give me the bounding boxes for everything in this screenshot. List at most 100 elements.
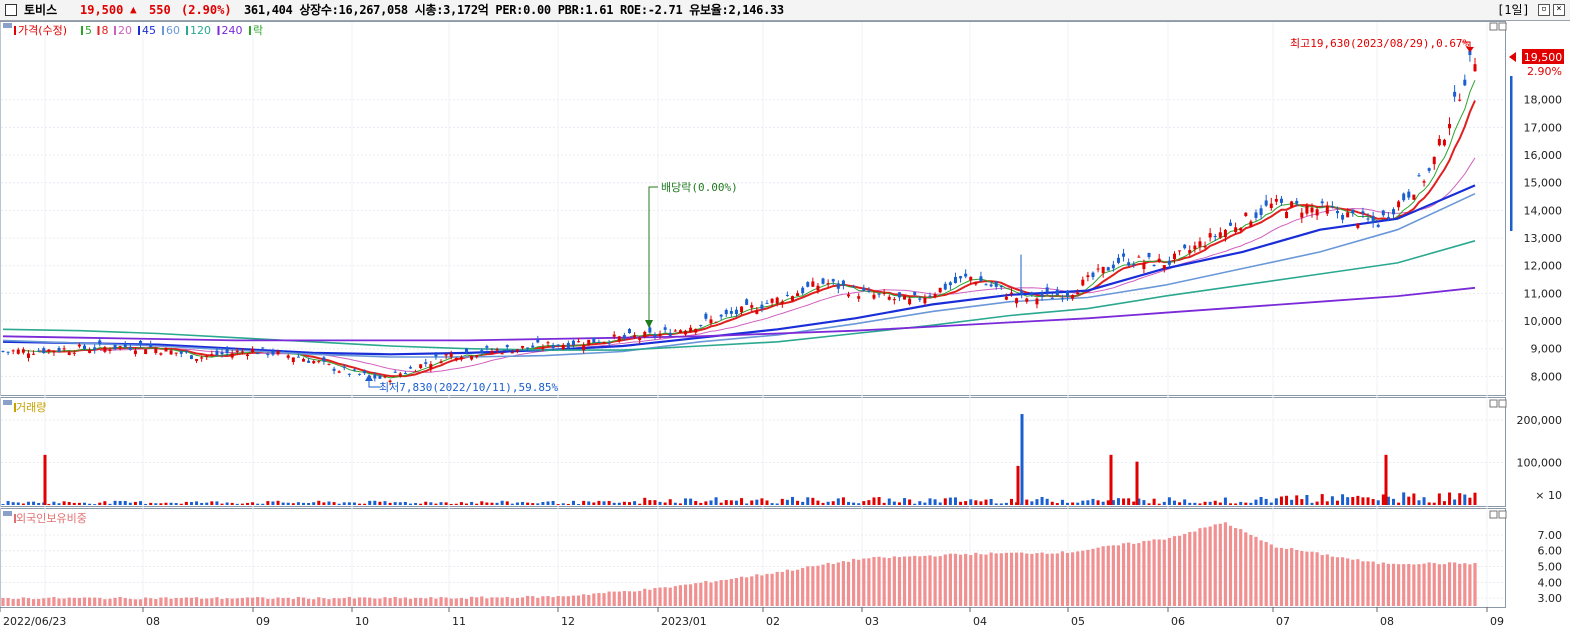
candle-body	[1086, 275, 1090, 278]
foreign-bar	[897, 557, 902, 606]
foreign-bar	[785, 569, 789, 606]
volume-bar	[1320, 494, 1324, 505]
volume-bar	[1269, 502, 1273, 505]
foreign-bar	[245, 597, 250, 606]
candle-body	[490, 351, 494, 354]
candle-body	[627, 328, 631, 334]
volume-spike-bar	[1384, 454, 1388, 505]
foreign-bar	[210, 598, 214, 606]
candle-body	[785, 294, 789, 296]
foreign-bar	[984, 554, 988, 606]
volume-bar	[887, 498, 891, 505]
x-tick-label: 2022/06/23	[3, 615, 66, 628]
candle-body	[617, 336, 621, 342]
candle-body	[169, 350, 173, 355]
volume-bar	[261, 503, 265, 505]
foreign-bar	[928, 555, 932, 606]
foreign-bar	[852, 558, 856, 606]
foreign-bar	[510, 598, 514, 606]
foreign-bar	[439, 597, 443, 606]
candle-body	[587, 339, 591, 345]
candle-body	[1167, 260, 1171, 265]
candle-body	[1254, 212, 1258, 218]
foreign-bar	[1259, 540, 1263, 606]
volume-bar	[1442, 501, 1446, 505]
volume-bar	[88, 503, 92, 505]
candle-body	[877, 293, 881, 295]
foreign-bar	[103, 599, 107, 606]
candle-body	[852, 286, 856, 288]
candle-body	[347, 373, 351, 375]
foreign-panel-window-icons[interactable]	[1489, 510, 1507, 519]
stock-name[interactable]: 토비스	[24, 3, 58, 17]
price-legend-marker	[14, 26, 16, 35]
volume-bar	[1106, 500, 1110, 505]
candle-body	[1427, 168, 1431, 171]
volume-bar	[964, 501, 968, 505]
close-icon[interactable]: ×	[1553, 4, 1565, 16]
volume-bar	[760, 498, 764, 505]
volume-bar	[1111, 500, 1115, 505]
candle-body	[607, 342, 611, 344]
price-tick-label: 16,000	[1524, 149, 1563, 162]
volume-bar	[52, 501, 56, 505]
volume-bar	[668, 499, 672, 505]
x-tick-label: 09	[256, 615, 270, 628]
volume-bar	[826, 501, 830, 505]
foreign-panel-handle-icon[interactable]	[3, 511, 12, 516]
price-tick-label: 18,000	[1524, 94, 1563, 107]
foreign-bar	[1050, 553, 1054, 606]
maximize-icon[interactable]: ▫	[1538, 4, 1550, 16]
volume-bar	[1310, 502, 1314, 505]
price-panel-handle-icon[interactable]	[3, 23, 12, 28]
current-price-badge-text: 19,500	[1524, 51, 1563, 64]
candle-body	[419, 364, 423, 369]
foreign-bar	[1177, 535, 1182, 606]
candle-body	[1371, 215, 1375, 223]
volume-bar	[322, 502, 326, 505]
volume-bar	[1076, 502, 1080, 505]
price-panel-window-icons[interactable]	[1489, 22, 1507, 31]
volume-bar	[205, 502, 209, 505]
foreign-bar	[424, 598, 428, 606]
volume-bar	[1086, 500, 1090, 505]
select-checkbox[interactable]	[5, 4, 17, 16]
volume-bar	[1432, 502, 1436, 505]
candle-body	[6, 351, 10, 353]
candle-body	[276, 350, 280, 355]
volume-bar	[271, 501, 275, 505]
volume-bar	[903, 498, 907, 505]
volume-panel-window-icons[interactable]	[1489, 399, 1507, 408]
volume-bar	[948, 497, 952, 505]
foreign-bar	[1137, 543, 1141, 606]
volume-bar	[220, 503, 224, 505]
foreign-bar	[867, 558, 871, 606]
foreign-bar	[1096, 547, 1100, 606]
foreign-bar	[943, 554, 947, 606]
foreign-bar	[1065, 552, 1070, 606]
legend-item-락: 락	[253, 24, 263, 37]
candle-body	[1422, 181, 1426, 183]
foreign-bar	[159, 597, 163, 606]
volume-bar	[505, 501, 509, 505]
volume-bar	[566, 503, 570, 505]
volume-bar	[770, 503, 774, 505]
legend-item-45: 45	[142, 24, 156, 37]
foreign-bar	[52, 596, 56, 606]
candle-body	[1290, 201, 1294, 208]
volume-bar	[195, 501, 199, 505]
foreign-bar	[1351, 559, 1355, 606]
period-selector[interactable]: [1일]	[1497, 3, 1530, 17]
candle-body	[220, 352, 224, 355]
candle-body	[1198, 241, 1202, 247]
foreign-bar	[994, 553, 998, 606]
candle-body	[796, 293, 800, 296]
foreign-bar	[1244, 532, 1248, 606]
volume-panel-handle-icon[interactable]	[3, 400, 12, 405]
foreign-bar	[189, 597, 194, 606]
candle-body	[373, 374, 377, 379]
foreign-bar	[1, 597, 5, 606]
volume-bar	[154, 503, 158, 505]
volume-bar	[1162, 501, 1166, 505]
